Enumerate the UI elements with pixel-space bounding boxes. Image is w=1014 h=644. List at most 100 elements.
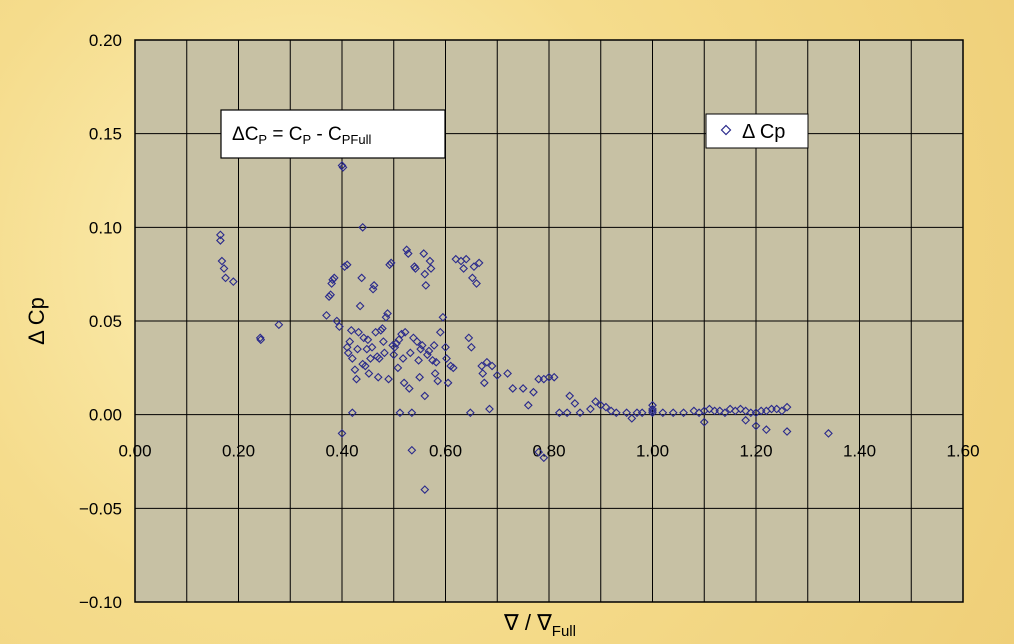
y-tick-label: 0.10 xyxy=(89,218,122,237)
data-point xyxy=(357,273,367,283)
data-point xyxy=(596,400,606,410)
data-point xyxy=(340,262,349,272)
data-point xyxy=(400,327,410,337)
data-point xyxy=(328,275,338,285)
data-point xyxy=(352,374,361,384)
data-point xyxy=(221,273,230,283)
data-point xyxy=(383,309,392,318)
data-point xyxy=(398,354,408,363)
data-point xyxy=(715,406,725,416)
data-point xyxy=(429,340,439,350)
data-point xyxy=(426,264,436,273)
data-point xyxy=(385,260,394,270)
data-point xyxy=(648,404,657,414)
data-point xyxy=(824,429,833,438)
data-point xyxy=(329,273,339,283)
y-tick-label: 0.15 xyxy=(89,125,122,144)
svg-text:ΔCP = CP - CPFull: ΔCP = CP - CPFull xyxy=(232,124,371,147)
data-point xyxy=(442,354,451,363)
data-point xyxy=(562,408,572,418)
data-point xyxy=(347,408,357,418)
data-point xyxy=(407,445,417,455)
y-tick-label: −0.05 xyxy=(79,499,122,518)
data-point xyxy=(219,264,229,273)
x-tick-label: 0.00 xyxy=(118,442,151,461)
data-point xyxy=(369,281,379,290)
data-point xyxy=(464,333,474,343)
data-point xyxy=(256,335,266,345)
data-point xyxy=(761,425,771,435)
annotation-sub-pfull: PFull xyxy=(342,132,372,147)
data-point xyxy=(782,402,792,412)
data-point xyxy=(410,262,419,272)
data-point xyxy=(255,333,265,343)
data-point xyxy=(404,384,414,393)
data-point xyxy=(487,361,497,371)
data-point xyxy=(376,325,386,335)
annotation-minus-c: - C xyxy=(311,124,342,145)
data-point xyxy=(523,400,533,410)
legend: Δ Cp xyxy=(705,113,809,149)
data-point xyxy=(358,222,368,232)
data-point xyxy=(405,348,415,358)
data-point xyxy=(448,363,458,373)
data-point xyxy=(554,408,564,418)
x-tick-label: 0.60 xyxy=(429,442,462,461)
data-point xyxy=(397,329,406,339)
x-tick-label: 0.40 xyxy=(325,442,358,461)
data-point xyxy=(411,264,420,273)
data-point xyxy=(424,346,434,356)
data-point xyxy=(353,344,362,354)
data-point xyxy=(606,406,616,416)
data-point xyxy=(478,369,488,378)
data-point xyxy=(474,258,484,268)
x-axis-title: ∇ / ∇Full xyxy=(503,610,576,640)
data-point xyxy=(668,408,678,418)
data-point xyxy=(355,301,365,311)
y-tick-label: 0.05 xyxy=(89,312,122,331)
data-point xyxy=(384,374,393,384)
data-points xyxy=(216,161,833,494)
y-tick-label: −0.10 xyxy=(79,593,122,612)
data-point xyxy=(367,342,377,352)
data-point xyxy=(420,485,430,494)
data-point xyxy=(393,363,403,373)
data-point xyxy=(611,408,621,418)
data-point xyxy=(741,415,751,425)
data-point xyxy=(534,447,544,457)
data-point xyxy=(402,245,412,255)
data-point xyxy=(461,254,471,264)
x-tick-labels: 0.00 0.20 0.40 0.60 0.80 1.00 1.20 1.40 1.60 xyxy=(118,442,979,461)
data-point xyxy=(586,404,595,414)
data-point xyxy=(337,429,347,438)
data-point xyxy=(485,404,494,414)
data-point xyxy=(403,249,413,258)
data-point xyxy=(751,421,761,431)
data-point xyxy=(395,408,405,418)
data-point xyxy=(431,357,441,367)
data-point xyxy=(479,378,489,388)
x-tick-label: 1.60 xyxy=(946,442,979,461)
data-point xyxy=(354,327,363,337)
data-point xyxy=(741,406,751,416)
annotation-sub-p2: P xyxy=(302,132,311,147)
data-point xyxy=(441,342,450,352)
data-point xyxy=(601,402,611,412)
data-point xyxy=(433,376,443,386)
annotation-box: ΔCP = CP - CPFull xyxy=(220,109,446,159)
data-point xyxy=(360,361,370,371)
data-point xyxy=(412,337,422,346)
data-point xyxy=(459,264,468,273)
data-point xyxy=(570,399,580,408)
data-point xyxy=(549,372,559,382)
data-point xyxy=(345,337,355,346)
legend-marker-diamond xyxy=(720,124,732,136)
data-point xyxy=(389,350,399,360)
data-point xyxy=(421,281,431,290)
x-tick-label: 1.20 xyxy=(739,442,772,461)
y-axis-title: Δ Cp xyxy=(24,297,49,345)
annotation-eq-c: = C xyxy=(267,124,302,145)
data-point xyxy=(492,370,502,380)
data-point xyxy=(399,378,409,388)
data-point xyxy=(508,384,518,393)
